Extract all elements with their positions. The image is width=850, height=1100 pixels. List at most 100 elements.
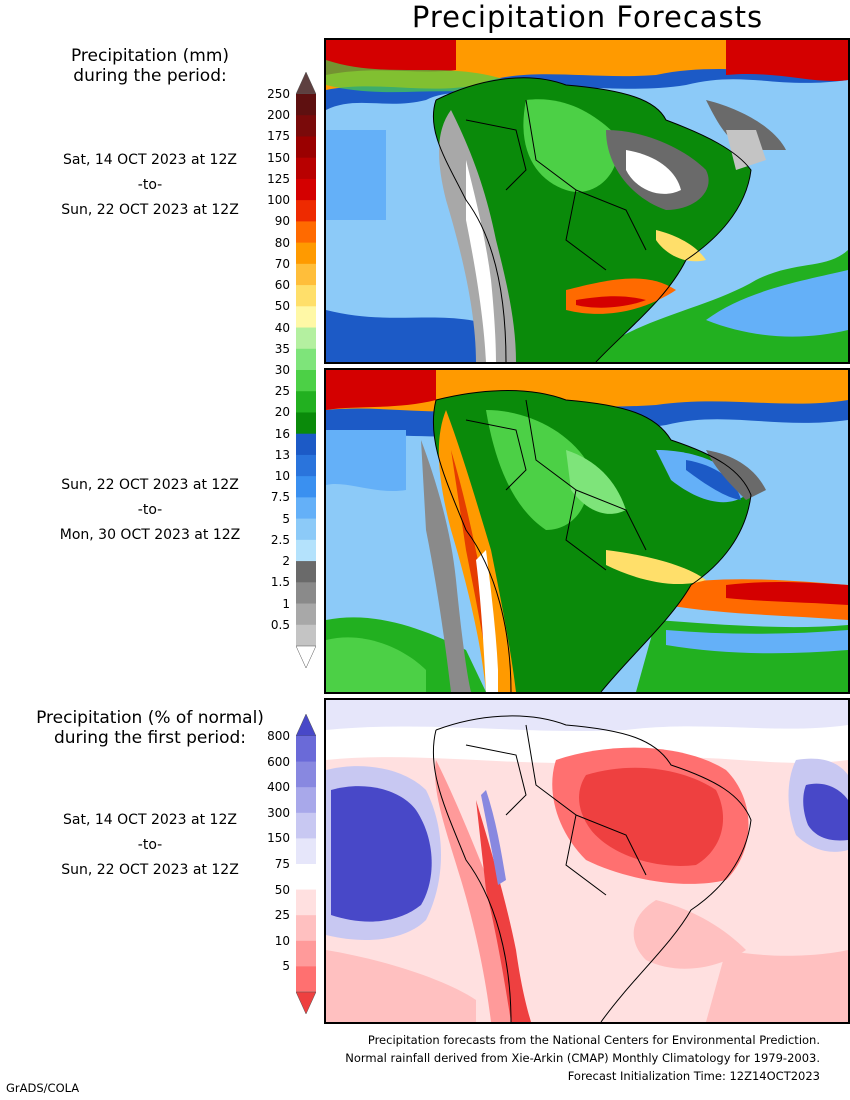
mm-colorbar-label: 40: [274, 320, 290, 335]
footer-line-2: Normal rainfall derived from Xie-Arkin (…: [345, 1051, 820, 1065]
mm-colorbar-bottom-arrow: [295, 645, 317, 669]
pct-colorbar-segment: [296, 915, 316, 942]
mm-colorbar-label: 13: [274, 447, 290, 462]
mm-colorbar-segment: [296, 539, 316, 562]
period3-to: -to-: [137, 837, 163, 853]
mm-colorbar-segment: [296, 348, 316, 371]
period3-end: Sun, 22 OCT 2023 at 12Z: [61, 862, 239, 878]
mm-colorbar-segment: [296, 582, 316, 605]
pct-colorbar-segment: [296, 864, 316, 891]
pct-colorbar-label: 5: [282, 959, 290, 974]
pct-colorbar-segment: [296, 838, 316, 865]
pct-legend-heading: Precipitation (% of normal) during the f…: [0, 708, 300, 748]
mm-colorbar-label: 250: [267, 87, 290, 101]
pct-colorbar-label: 10: [274, 933, 290, 948]
percent-normal-map: [324, 698, 850, 1024]
precip-map-period2: [324, 368, 850, 694]
mm-colorbar-segment: [296, 285, 316, 307]
mm-colorbar-segment: [296, 454, 316, 477]
pct-colorbar: [295, 713, 317, 1015]
mm-colorbar-label: 150: [267, 150, 290, 165]
mm-colorbar-label: 60: [274, 278, 290, 293]
pct-colorbar-segment: [296, 889, 316, 916]
mm-colorbar-label: 80: [274, 235, 290, 250]
mm-colorbar-segment: [296, 115, 316, 137]
period1-to: -to-: [137, 177, 163, 193]
pct-colorbar-label: 400: [267, 780, 290, 795]
pct-colorbar-segment: [296, 787, 316, 814]
period1-start: Sat, 14 OCT 2023 at 12Z: [63, 152, 237, 168]
precip-map-period1: [324, 38, 850, 364]
pct-colorbar-label: 50: [274, 882, 290, 897]
pct-heading-line1: Precipitation (% of normal): [36, 708, 264, 728]
pct-colorbar-segment: [296, 966, 316, 993]
pct-colorbar-graphic: [295, 713, 317, 1015]
mm-colorbar-segment: [296, 391, 316, 413]
mm-colorbar-segment: [296, 200, 316, 222]
mm-colorbar-segment: [296, 178, 316, 201]
mm-colorbar-segment: [296, 306, 316, 329]
mm-colorbar-label: 16: [274, 426, 290, 441]
mm-colorbar-segment: [296, 476, 316, 498]
period2-to: -to-: [137, 502, 163, 518]
pct-colorbar-label: 300: [267, 805, 290, 820]
mm-colorbar-segment: [296, 433, 316, 456]
mm-colorbar-segment: [296, 221, 316, 244]
pct-colorbar-segment: [296, 736, 316, 763]
pct-colorbar-label: 800: [267, 729, 290, 743]
mm-colorbar-label: 2.5: [270, 532, 290, 547]
mm-colorbar-segment: [296, 136, 316, 159]
mm-colorbar-segment: [296, 518, 316, 541]
mm-colorbar-label: 25: [274, 384, 290, 399]
pct-colorbar-segment: [296, 812, 316, 839]
mm-colorbar-label: 20: [274, 405, 290, 420]
mm-colorbar-label: 200: [267, 108, 290, 123]
credit-label: GrADS/COLA: [6, 1081, 80, 1095]
mm-colorbar-label: 50: [274, 299, 290, 314]
mm-colorbar-graphic: [295, 71, 317, 669]
pct-colorbar-label: 25: [274, 908, 290, 923]
mm-colorbar-label: 5: [282, 511, 290, 526]
mm-colorbar-label: 7.5: [270, 490, 290, 505]
mm-colorbar-segment: [296, 561, 316, 583]
mm-colorbar: [295, 71, 317, 669]
mm-colorbar-label: 70: [274, 256, 290, 271]
mm-colorbar-segment: [296, 603, 316, 626]
period2-start: Sun, 22 OCT 2023 at 12Z: [61, 477, 239, 493]
mm-colorbar-label: 0.5: [270, 617, 290, 632]
pct-colorbar-top-arrow: [295, 713, 317, 737]
mm-colorbar-label: 125: [267, 171, 290, 186]
mm-heading-line2: during the period:: [73, 66, 227, 86]
pct-colorbar-label: 600: [267, 754, 290, 769]
mm-legend-heading: Precipitation (mm) during the period:: [20, 46, 280, 86]
mm-colorbar-label: 100: [267, 193, 290, 208]
period2-end: Mon, 30 OCT 2023 at 12Z: [59, 527, 241, 543]
footer-line-3: Forecast Initialization Time: 12Z14OCT20…: [567, 1069, 820, 1083]
period1-end: Sun, 22 OCT 2023 at 12Z: [61, 202, 239, 218]
mm-colorbar-label: 10: [274, 469, 290, 484]
mm-colorbar-segment: [296, 157, 316, 180]
mm-colorbar-segment: [296, 327, 316, 350]
pct-colorbar-label: 75: [274, 857, 290, 871]
footer-notes: Precipitation forecasts from the Nationa…: [345, 1031, 820, 1085]
period3-label: Sat, 14 OCT 2023 at 12Z -to- Sun, 22 OCT…: [25, 808, 275, 883]
mm-colorbar-segment: [296, 497, 316, 520]
pct-colorbar-label: 150: [267, 831, 290, 846]
period1-label: Sat, 14 OCT 2023 at 12Z -to- Sun, 22 OCT…: [25, 148, 275, 223]
pct-colorbar-segment: [296, 761, 316, 788]
mm-colorbar-top-arrow: [295, 71, 317, 95]
pct-colorbar-segment: [296, 940, 316, 967]
mm-colorbar-label: 175: [267, 129, 290, 144]
pct-colorbar-bottom-arrow: [295, 991, 317, 1015]
mm-colorbar-segment: [296, 412, 316, 435]
pct-heading-line2: during the first period:: [53, 728, 247, 748]
page-title: Precipitation Forecasts: [411, 0, 764, 34]
mm-colorbar-label: 1.5: [270, 575, 290, 590]
mm-colorbar-label: 35: [274, 341, 290, 356]
mm-heading-line1: Precipitation (mm): [70, 46, 230, 66]
mm-colorbar-segment: [296, 94, 316, 116]
mm-colorbar-label: 2: [282, 554, 290, 569]
mm-colorbar-label: 1: [282, 596, 290, 611]
mm-colorbar-label: 90: [274, 214, 290, 229]
period2-label: Sun, 22 OCT 2023 at 12Z -to- Mon, 30 OCT…: [25, 473, 275, 548]
